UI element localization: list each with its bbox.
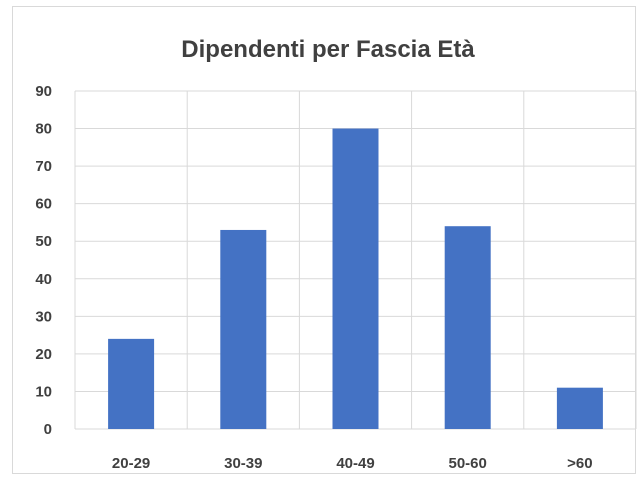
y-tick-label: 60	[35, 196, 52, 213]
y-tick-label: 10	[35, 383, 52, 400]
x-tick-label: 50-60	[449, 455, 487, 472]
bar-50-60	[444, 226, 491, 429]
y-tick-label: 90	[35, 83, 52, 100]
y-tick-label: 30	[35, 308, 52, 325]
y-axis-tick-labels: 0 10 20 30 40 50 60 70 80 90	[35, 83, 52, 438]
x-tick-label: >60	[567, 455, 592, 472]
x-tick-label: 20-29	[112, 455, 150, 472]
y-tick-label: 80	[35, 121, 52, 138]
x-tick-label: 30-39	[224, 455, 262, 472]
chart-title: Dipendenti per Fascia Età	[181, 36, 475, 63]
y-tick-label: 50	[35, 233, 52, 250]
chart-bars	[108, 128, 603, 430]
bar-20-29	[108, 338, 155, 429]
y-tick-label: 0	[44, 421, 52, 438]
bar->60	[556, 387, 603, 429]
bar-40-49	[332, 128, 379, 430]
x-axis-tick-labels: 20-29 30-39 40-49 50-60 >60	[112, 455, 593, 472]
y-tick-label: 20	[35, 346, 52, 363]
y-tick-label: 70	[35, 158, 52, 175]
x-tick-label: 40-49	[336, 455, 374, 472]
y-tick-label: 40	[35, 271, 52, 288]
bar-30-39	[220, 229, 267, 429]
